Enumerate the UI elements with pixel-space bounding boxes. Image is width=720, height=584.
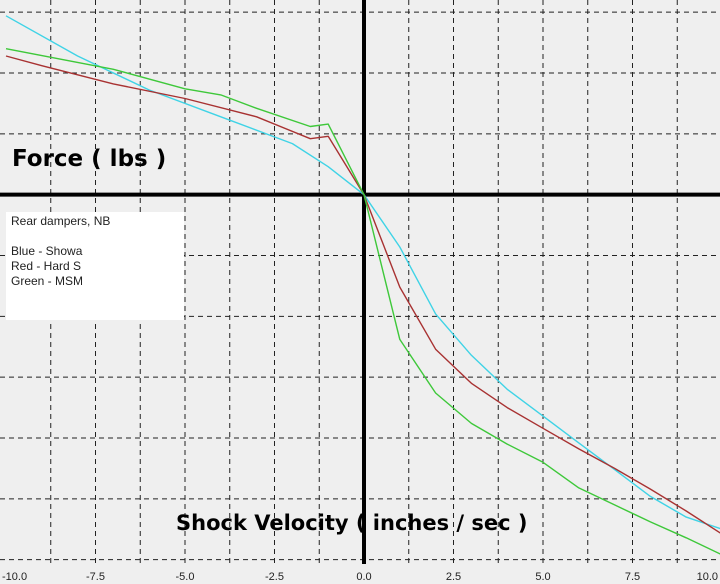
x-axis-label: Shock Velocity ( inches / sec ) (176, 511, 528, 535)
series-line-0 (5, 15, 720, 530)
legend-title: Rear dampers, NB (11, 214, 111, 228)
x-tick-label: 7.5 (625, 571, 640, 583)
legend-entry-showa: Blue - Showa (11, 244, 83, 258)
x-tick-label: 2.5 (446, 571, 461, 583)
legend-entry-hard-s: Red - Hard S (11, 259, 82, 273)
series-line-2 (5, 48, 720, 555)
legend-entry-msm: Green - MSM (11, 274, 84, 288)
tick-strip (0, 564, 720, 584)
x-tick-label: 10.0 (697, 571, 718, 583)
x-tick-label: -10.0 (2, 571, 27, 583)
legend: Rear dampers, NB Blue - Showa Red - Hard… (6, 212, 184, 320)
x-tick-label: -2.5 (265, 571, 284, 583)
series-layer (5, 15, 720, 555)
x-tick-label: 0.0 (356, 571, 371, 583)
y-axis-label: Force ( lbs ) (12, 146, 167, 172)
series-line-1 (5, 55, 720, 534)
x-tick-label: 5.0 (535, 571, 550, 583)
x-tick-label: -5.0 (176, 571, 195, 583)
grid-layer (0, 0, 720, 572)
x-tick-label: -7.5 (86, 571, 105, 583)
tick-label-layer: -10.0 -7.5 -5.0 -2.5 0.0 2.5 5.0 7.5 10.0 (2, 571, 718, 583)
